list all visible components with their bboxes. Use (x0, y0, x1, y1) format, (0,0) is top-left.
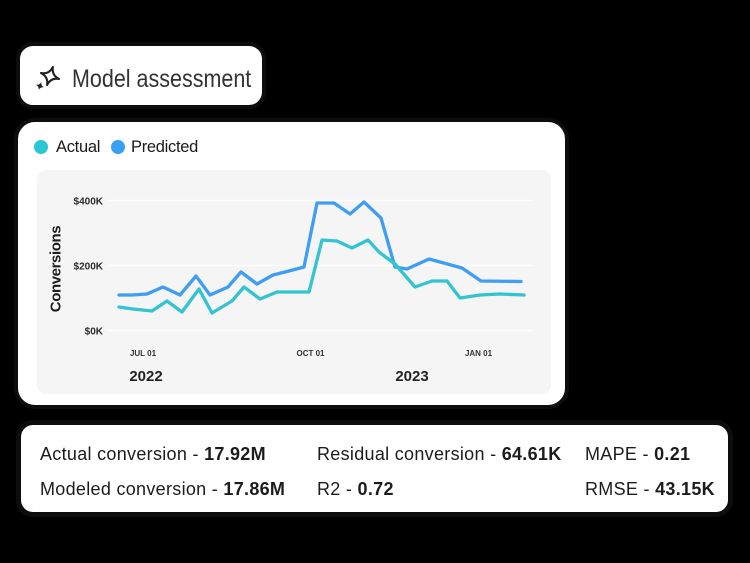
svg-text:$0K: $0K (85, 327, 104, 338)
svg-text:OCT 01: OCT 01 (296, 349, 325, 358)
svg-text:JUL 01: JUL 01 (130, 349, 157, 358)
svg-text:$200K: $200K (74, 262, 104, 273)
svg-text:2023: 2023 (395, 368, 428, 385)
svg-text:Conversions: Conversions (48, 226, 65, 313)
svg-text:2022: 2022 (129, 368, 162, 385)
svg-text:$400K: $400K (74, 197, 104, 208)
svg-text:JAN 01: JAN 01 (465, 349, 493, 358)
